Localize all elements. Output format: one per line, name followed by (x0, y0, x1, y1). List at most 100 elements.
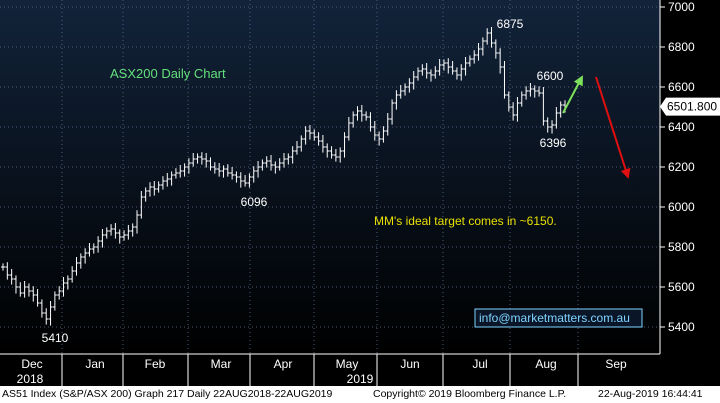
ohlc-bar (290, 146, 295, 164)
x-month-label: Jul (472, 357, 487, 371)
ohlc-bar (437, 59, 442, 76)
ohlc-bar (537, 86, 542, 97)
y-tick-label: 6200 (668, 160, 695, 174)
ohlc-bar (57, 286, 62, 300)
ohlc-bar (312, 129, 317, 141)
ohlc-bar (186, 158, 191, 174)
x-month-label: Jan (85, 357, 104, 371)
ohlc-bar (407, 78, 412, 93)
ohlc-bar (541, 87, 546, 126)
ohlc-bar (18, 282, 23, 297)
ohlc-bar (381, 126, 386, 143)
ohlc-bar (364, 111, 369, 121)
price-annotation: 6875 (497, 17, 524, 31)
y-tick-label: 5600 (668, 280, 695, 294)
plot-background (0, 0, 660, 354)
ohlc-bar (87, 243, 92, 257)
ohlc-bar (126, 225, 131, 240)
ohlc-bar (385, 113, 390, 136)
y-tick-label: 5800 (668, 240, 695, 254)
ohlc-bar (160, 176, 165, 190)
ohlc-bar (260, 159, 265, 171)
ohlc-bar (333, 149, 338, 162)
ohlc-bar (234, 171, 239, 183)
ohlc-bar (238, 172, 243, 188)
x-month-label: Apr (274, 357, 293, 371)
ohlc-bar (74, 257, 79, 276)
y-tick-label: 6000 (668, 200, 695, 214)
ohlc-bar (476, 43, 481, 61)
footer-timestamp: 22-Aug-2019 16:44:41 (598, 388, 703, 400)
ohlc-bar (359, 105, 364, 122)
ohlc-bar (70, 266, 75, 283)
footer-security-info: AS51 Index (S&P/ASX 200) Graph 217 Daily… (2, 388, 333, 400)
ohlc-bar (78, 253, 83, 269)
ohlc-bar (446, 58, 451, 74)
ohlc-bar (91, 243, 96, 254)
ohlc-bar (135, 210, 140, 234)
ohlc-bar (52, 291, 57, 311)
target-note: MM's ideal target comes in ~6150. (374, 214, 557, 228)
ohlc-bar (459, 64, 464, 81)
ohlc-bar (372, 121, 377, 141)
ohlc-bar (390, 99, 395, 125)
x-year-label: 2018 (17, 372, 44, 386)
x-year-label: 2019 (347, 372, 374, 386)
ohlc-bar (221, 165, 226, 178)
x-month-label: Aug (535, 357, 556, 371)
ohlc-bar (554, 107, 559, 129)
ohlc-bar (217, 163, 222, 177)
ohlc-bar (273, 161, 278, 174)
ohlc-bar (225, 164, 230, 177)
ohlc-bar (156, 181, 161, 193)
ohlc-bar (243, 175, 248, 187)
x-month-label: Mar (211, 357, 232, 371)
chart-title: ASX200 Daily Chart (110, 66, 226, 81)
asx200-chart: 5400 5600 5800 6000 6200 6400 6600 6800 7000 Dec… (0, 0, 720, 386)
x-month-label: Sep (605, 357, 627, 371)
contact-email[interactable]: info@marketmatters.com.au (479, 311, 630, 325)
ohlc-bar (5, 262, 10, 280)
ohlc-bar (256, 161, 261, 178)
ohlc-bar (96, 236, 101, 253)
right-axis-background (660, 0, 720, 386)
ohlc-bar (22, 281, 27, 298)
ohlc-bar (122, 230, 127, 241)
price-annotation: 6396 (540, 136, 567, 150)
last-price-tag: 6501.800 (660, 97, 720, 116)
ohlc-bar (169, 171, 174, 186)
ohlc-bar (152, 181, 157, 196)
ohlc-bar (31, 286, 36, 302)
ohlc-bar (199, 152, 204, 165)
ohlc-bar (441, 59, 446, 71)
ohlc-bar (26, 283, 31, 297)
ohlc-bar (355, 106, 360, 121)
ohlc-bar (528, 83, 533, 97)
ohlc-bar (558, 101, 563, 118)
ohlc-bar (515, 97, 520, 122)
ohlc-bar (472, 50, 477, 64)
ohlc-bar (212, 162, 217, 174)
ohlc-bar (403, 83, 408, 96)
ohlc-bar (294, 141, 299, 155)
ohlc-bar (247, 173, 252, 188)
ohlc-bar (307, 125, 312, 140)
ohlc-bar (485, 28, 490, 45)
ohlc-bar (139, 191, 144, 219)
ohlc-bar (346, 117, 351, 141)
ohlc-bar (325, 143, 330, 158)
ohlc-bar (130, 223, 135, 237)
ohlc-bar (83, 248, 88, 264)
ohlc-bar (338, 147, 343, 163)
ohlc-bar (368, 112, 373, 132)
ohlc-bar (113, 223, 118, 239)
ohlc-bar (377, 131, 382, 146)
ohlc-bar (502, 61, 507, 99)
y-tick-label: 6400 (668, 120, 695, 134)
ohlc-bar (342, 132, 347, 158)
ohlc-bar (178, 165, 183, 178)
ohlc-bar (450, 61, 455, 75)
ohlc-bar (299, 135, 304, 152)
down-arrow (595, 76, 631, 179)
ohlc-bar (48, 301, 53, 326)
